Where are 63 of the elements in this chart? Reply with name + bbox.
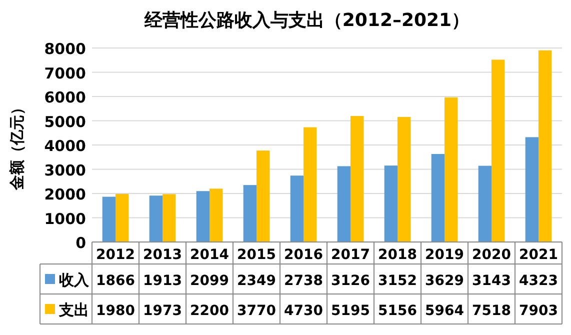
y-tick-label: 5000: [44, 112, 86, 131]
y-tick-label: 0: [76, 234, 86, 252]
y-tick-label: 3000: [44, 161, 86, 180]
legend-label: 收入: [59, 271, 90, 289]
data-label: 1913: [143, 273, 182, 289]
data-label: 1866: [96, 273, 135, 289]
x-tick-label: 2017: [331, 247, 370, 263]
bar: [149, 196, 162, 242]
bar: [350, 116, 364, 242]
data-label: 4323: [519, 273, 558, 289]
data-label: 2200: [190, 303, 230, 319]
data-label: 5195: [331, 303, 370, 319]
bar: [444, 97, 458, 242]
data-label: 3152: [378, 273, 417, 289]
chart-title: 经营性公路收入与支出（2012–2021）: [143, 10, 470, 31]
data-label: 2349: [237, 273, 276, 289]
data-label: 4730: [284, 303, 324, 319]
bar: [398, 116, 411, 242]
bar: [304, 127, 317, 242]
y-axis-title: 金额（亿元）: [8, 100, 26, 191]
x-tick-label: 2021: [519, 247, 558, 263]
bar: [243, 185, 256, 242]
y-tick-label: 6000: [44, 88, 86, 106]
data-label: 3770: [237, 303, 276, 319]
bar: [290, 176, 304, 242]
bar: [538, 50, 552, 242]
y-tick-label: 1000: [44, 210, 86, 228]
bar: [116, 194, 129, 242]
legend-label: 支出: [58, 301, 89, 319]
x-tick-label: 2015: [237, 247, 276, 263]
y-tick-label: 7000: [44, 64, 86, 82]
y-tick-label: 4000: [44, 137, 86, 155]
data-label: 1973: [143, 303, 182, 319]
y-tick-label: 2000: [44, 186, 86, 204]
bar: [492, 60, 505, 242]
x-tick-label: 2012: [96, 247, 135, 263]
data-label: 7518: [472, 303, 511, 319]
bar: [431, 154, 444, 242]
data-label: 3143: [472, 273, 511, 289]
data-label: 5156: [378, 303, 417, 319]
x-tick-label: 2020: [472, 247, 512, 263]
data-label: 5964: [425, 303, 464, 319]
x-tick-label: 2014: [190, 247, 230, 263]
x-tick-label: 2016: [284, 247, 323, 263]
x-tick-label: 2018: [378, 247, 417, 263]
data-label: 3126: [331, 273, 370, 289]
bar: [256, 150, 270, 242]
bar: [102, 196, 116, 242]
y-tick-label: 8000: [44, 40, 86, 58]
bar: [478, 166, 492, 242]
x-tick-label: 2013: [143, 247, 182, 263]
data-label: 2099: [190, 273, 229, 289]
bar: [210, 188, 223, 242]
data-label: 1980: [96, 303, 136, 319]
data-label: 2738: [284, 273, 323, 289]
data-label: 7903: [519, 303, 558, 319]
bar: [196, 191, 210, 242]
bar: [525, 137, 538, 242]
x-tick-label: 2019: [425, 247, 464, 263]
bar: [384, 166, 398, 242]
bar: [337, 166, 350, 242]
bar: [162, 194, 176, 242]
data-label: 3629: [425, 273, 464, 289]
